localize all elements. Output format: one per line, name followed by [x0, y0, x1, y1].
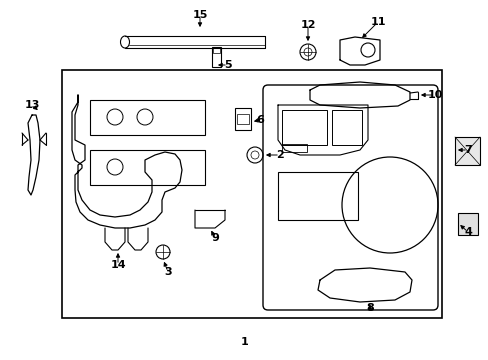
Text: 7: 7 — [463, 145, 471, 155]
Text: 4: 4 — [463, 227, 471, 237]
Text: 9: 9 — [211, 233, 219, 243]
Text: 13: 13 — [24, 100, 40, 110]
Bar — [282, 110, 326, 145]
Bar — [90, 100, 204, 135]
Text: 2: 2 — [276, 150, 284, 160]
Text: 12: 12 — [300, 20, 315, 30]
Text: 6: 6 — [256, 115, 264, 125]
Text: 1: 1 — [241, 337, 248, 347]
Text: 14: 14 — [110, 260, 125, 270]
Text: 10: 10 — [427, 90, 442, 100]
Text: 8: 8 — [366, 303, 373, 313]
Bar — [331, 110, 361, 145]
Text: 3: 3 — [164, 267, 171, 277]
Bar — [237, 114, 248, 124]
Bar — [90, 150, 204, 185]
Bar — [454, 137, 479, 165]
Text: 15: 15 — [192, 10, 207, 20]
Text: 5: 5 — [224, 60, 231, 70]
Bar — [278, 172, 357, 220]
Bar — [212, 47, 221, 67]
Bar — [282, 144, 306, 152]
Bar — [62, 70, 441, 318]
Bar — [457, 213, 477, 235]
Text: 11: 11 — [369, 17, 385, 27]
Bar — [213, 48, 220, 53]
Bar — [235, 108, 250, 130]
